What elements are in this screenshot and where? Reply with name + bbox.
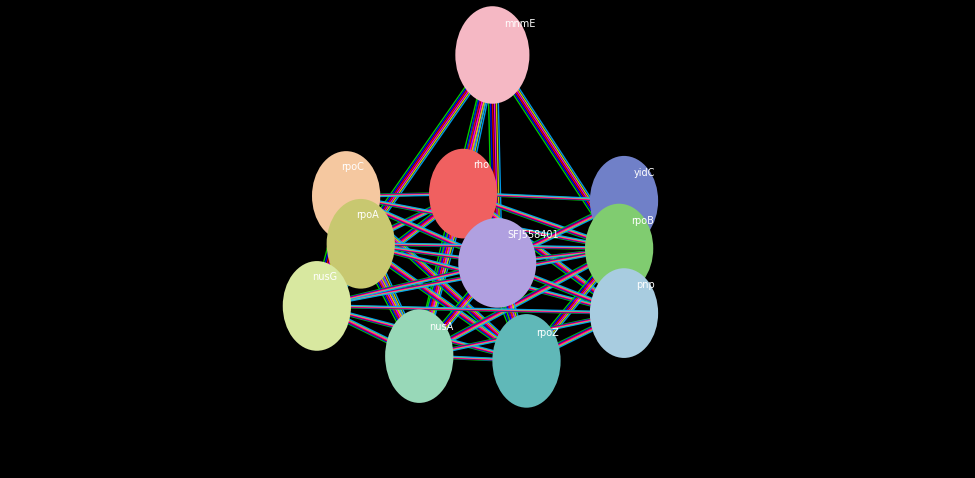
Text: rpoZ: rpoZ [536, 328, 559, 338]
Ellipse shape [585, 204, 653, 293]
Text: mnmE: mnmE [504, 19, 535, 29]
Ellipse shape [283, 261, 351, 351]
Ellipse shape [590, 156, 658, 246]
Text: nusA: nusA [429, 322, 453, 332]
Ellipse shape [429, 149, 497, 239]
Text: rpoC: rpoC [341, 162, 364, 172]
Text: nusG: nusG [312, 272, 337, 282]
Text: rpoB: rpoB [631, 216, 653, 226]
Text: pnp: pnp [636, 280, 654, 290]
Ellipse shape [458, 218, 536, 308]
Text: yidC: yidC [634, 168, 655, 178]
Text: rpoA: rpoA [356, 210, 378, 220]
Text: rho: rho [473, 160, 488, 170]
Ellipse shape [327, 199, 395, 289]
Ellipse shape [455, 6, 529, 104]
Text: SFJ558401: SFJ558401 [507, 230, 559, 240]
Ellipse shape [492, 314, 561, 408]
Ellipse shape [590, 268, 658, 358]
Ellipse shape [312, 151, 380, 241]
Ellipse shape [385, 309, 453, 403]
